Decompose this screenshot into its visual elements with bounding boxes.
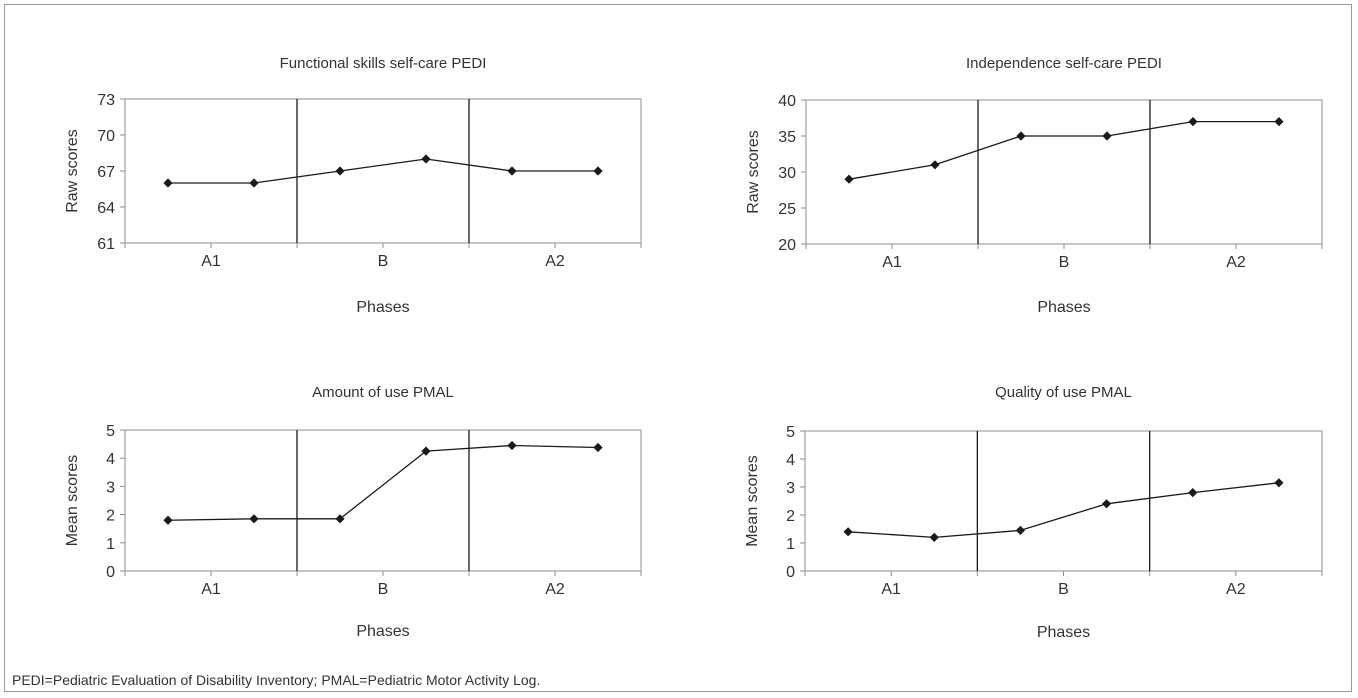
quality-of-use-plot-frame — [804, 430, 1323, 572]
functional-skills-data-point — [335, 166, 345, 176]
amount-of-use-data-point — [335, 514, 345, 524]
amount-of-use-data-point — [421, 446, 431, 456]
independence-y-tick-label: 30 — [778, 165, 796, 182]
functional-skills-y-axis-title: Raw scores — [64, 129, 81, 213]
quality-of-use-data-point — [1274, 478, 1284, 488]
quality-of-use-y-tick-label: 4 — [786, 452, 795, 469]
independence-y-axis-title: Raw scores — [745, 130, 762, 214]
quality-of-use-y-tick-label: 5 — [786, 424, 795, 441]
amount-of-use-y-tick-label: 0 — [106, 564, 115, 581]
quality-of-use-phase-label-b: B — [1058, 581, 1069, 598]
independence-data-point — [1016, 131, 1026, 141]
quality-of-use-y-tick-label: 2 — [786, 508, 795, 525]
independence-x-axis-title: Phases — [1037, 299, 1090, 316]
independence-phase-label-b: B — [1059, 254, 1070, 271]
independence-data-point — [930, 160, 940, 170]
quality-of-use-data-point — [1015, 525, 1026, 535]
quality-of-use-data-point — [929, 532, 939, 542]
independence-phase-label-a1: A1 — [882, 254, 902, 271]
functional-skills-y-tick-label: 70 — [97, 128, 115, 145]
figure-frame — [4, 4, 1352, 692]
amount-of-use-data-point — [249, 514, 259, 524]
independence-y-tick-label: 20 — [778, 237, 796, 254]
amount-of-use-y-tick-label: 3 — [106, 479, 115, 496]
independence-data-point — [1274, 117, 1284, 127]
quality-of-use-data-point — [843, 527, 853, 537]
independence-y-tick-label: 35 — [778, 129, 796, 146]
independence-chart: Independence self-care PEDI 20 25 30 35 40 A1 B… — [745, 55, 1323, 316]
quality-of-use-chart: Quality of use PMAL 0 1 2 3 4 5 A1 B A2 Phases Mean… — [744, 384, 1323, 641]
functional-skills-title: Functional skills self-care PEDI — [280, 55, 487, 72]
quality-of-use-x-axis-title: Phases — [1037, 624, 1090, 641]
amount-of-use-y-axis-title: Mean scores — [64, 455, 81, 547]
functional-skills-data-point — [507, 166, 517, 176]
independence-title: Independence self-care PEDI — [966, 55, 1162, 72]
quality-of-use-y-tick-label: 1 — [786, 536, 795, 553]
quality-of-use-phase-label-a2: A2 — [1226, 581, 1246, 598]
amount-of-use-title: Amount of use PMAL — [312, 384, 454, 401]
independence-series-line — [848, 120, 1279, 180]
independence-phase-label-a2: A2 — [1226, 254, 1246, 271]
quality-of-use-y-tick-label: 3 — [786, 480, 795, 497]
quality-of-use-y-axis-title: Mean scores — [744, 455, 761, 547]
functional-skills-x-axis-title: Phases — [356, 299, 409, 316]
quality-of-use-series-line — [848, 482, 1279, 539]
amount-of-use-data-point — [507, 440, 517, 451]
quality-of-use-y-tick-label: 0 — [786, 564, 795, 581]
independence-data-point — [844, 174, 854, 184]
amount-of-use-chart: Amount of use PMAL 0 1 2 3 4 5 A1 B A2 Phases Mean … — [64, 384, 642, 640]
amount-of-use-y-tick-label: 2 — [106, 508, 115, 525]
amount-of-use-plot-frame — [124, 429, 642, 572]
functional-skills-data-point — [593, 166, 603, 176]
independence-data-point — [1102, 131, 1112, 141]
functional-skills-y-tick-label: 64 — [97, 200, 115, 217]
functional-skills-data-point — [163, 178, 173, 188]
quality-of-use-data-point — [1188, 488, 1198, 498]
quality-of-use-phase-label-a1: A1 — [881, 581, 901, 598]
amount-of-use-y-tick-label: 1 — [106, 536, 115, 553]
functional-skills-y-tick-label: 73 — [97, 92, 115, 109]
amount-of-use-phase-label-a2: A2 — [545, 581, 565, 598]
independence-y-tick-label: 40 — [778, 93, 796, 110]
functional-skills-chart: Functional skills self-care PEDI 61 64 67 70… — [64, 55, 642, 316]
functional-skills-phase-label-a2: A2 — [545, 253, 565, 270]
amount-of-use-phase-label-b: B — [378, 581, 389, 598]
independence-y-tick-label: 25 — [778, 201, 796, 218]
amount-of-use-series-line — [167, 444, 599, 521]
amount-of-use-phase-label-a1: A1 — [201, 581, 221, 598]
functional-skills-data-point — [421, 154, 431, 164]
independence-data-point — [1188, 117, 1198, 127]
functional-skills-y-tick-label: 61 — [97, 236, 115, 253]
functional-skills-series-line — [168, 158, 598, 184]
quality-of-use-data-point — [1101, 499, 1112, 509]
figure-footnote: PEDI=Pediatric Evaluation of Disability … — [12, 672, 541, 688]
functional-skills-phase-label-a1: A1 — [201, 253, 221, 270]
amount-of-use-x-axis-title: Phases — [356, 623, 409, 640]
functional-skills-data-point — [249, 178, 259, 188]
quality-of-use-title: Quality of use PMAL — [995, 384, 1132, 401]
amount-of-use-y-tick-label: 4 — [106, 451, 115, 468]
functional-skills-phase-label-b: B — [378, 253, 389, 270]
functional-skills-y-tick-label: 67 — [97, 164, 115, 181]
amount-of-use-data-point — [593, 442, 603, 453]
amount-of-use-data-point — [163, 515, 173, 525]
amount-of-use-y-tick-label: 5 — [106, 423, 115, 440]
